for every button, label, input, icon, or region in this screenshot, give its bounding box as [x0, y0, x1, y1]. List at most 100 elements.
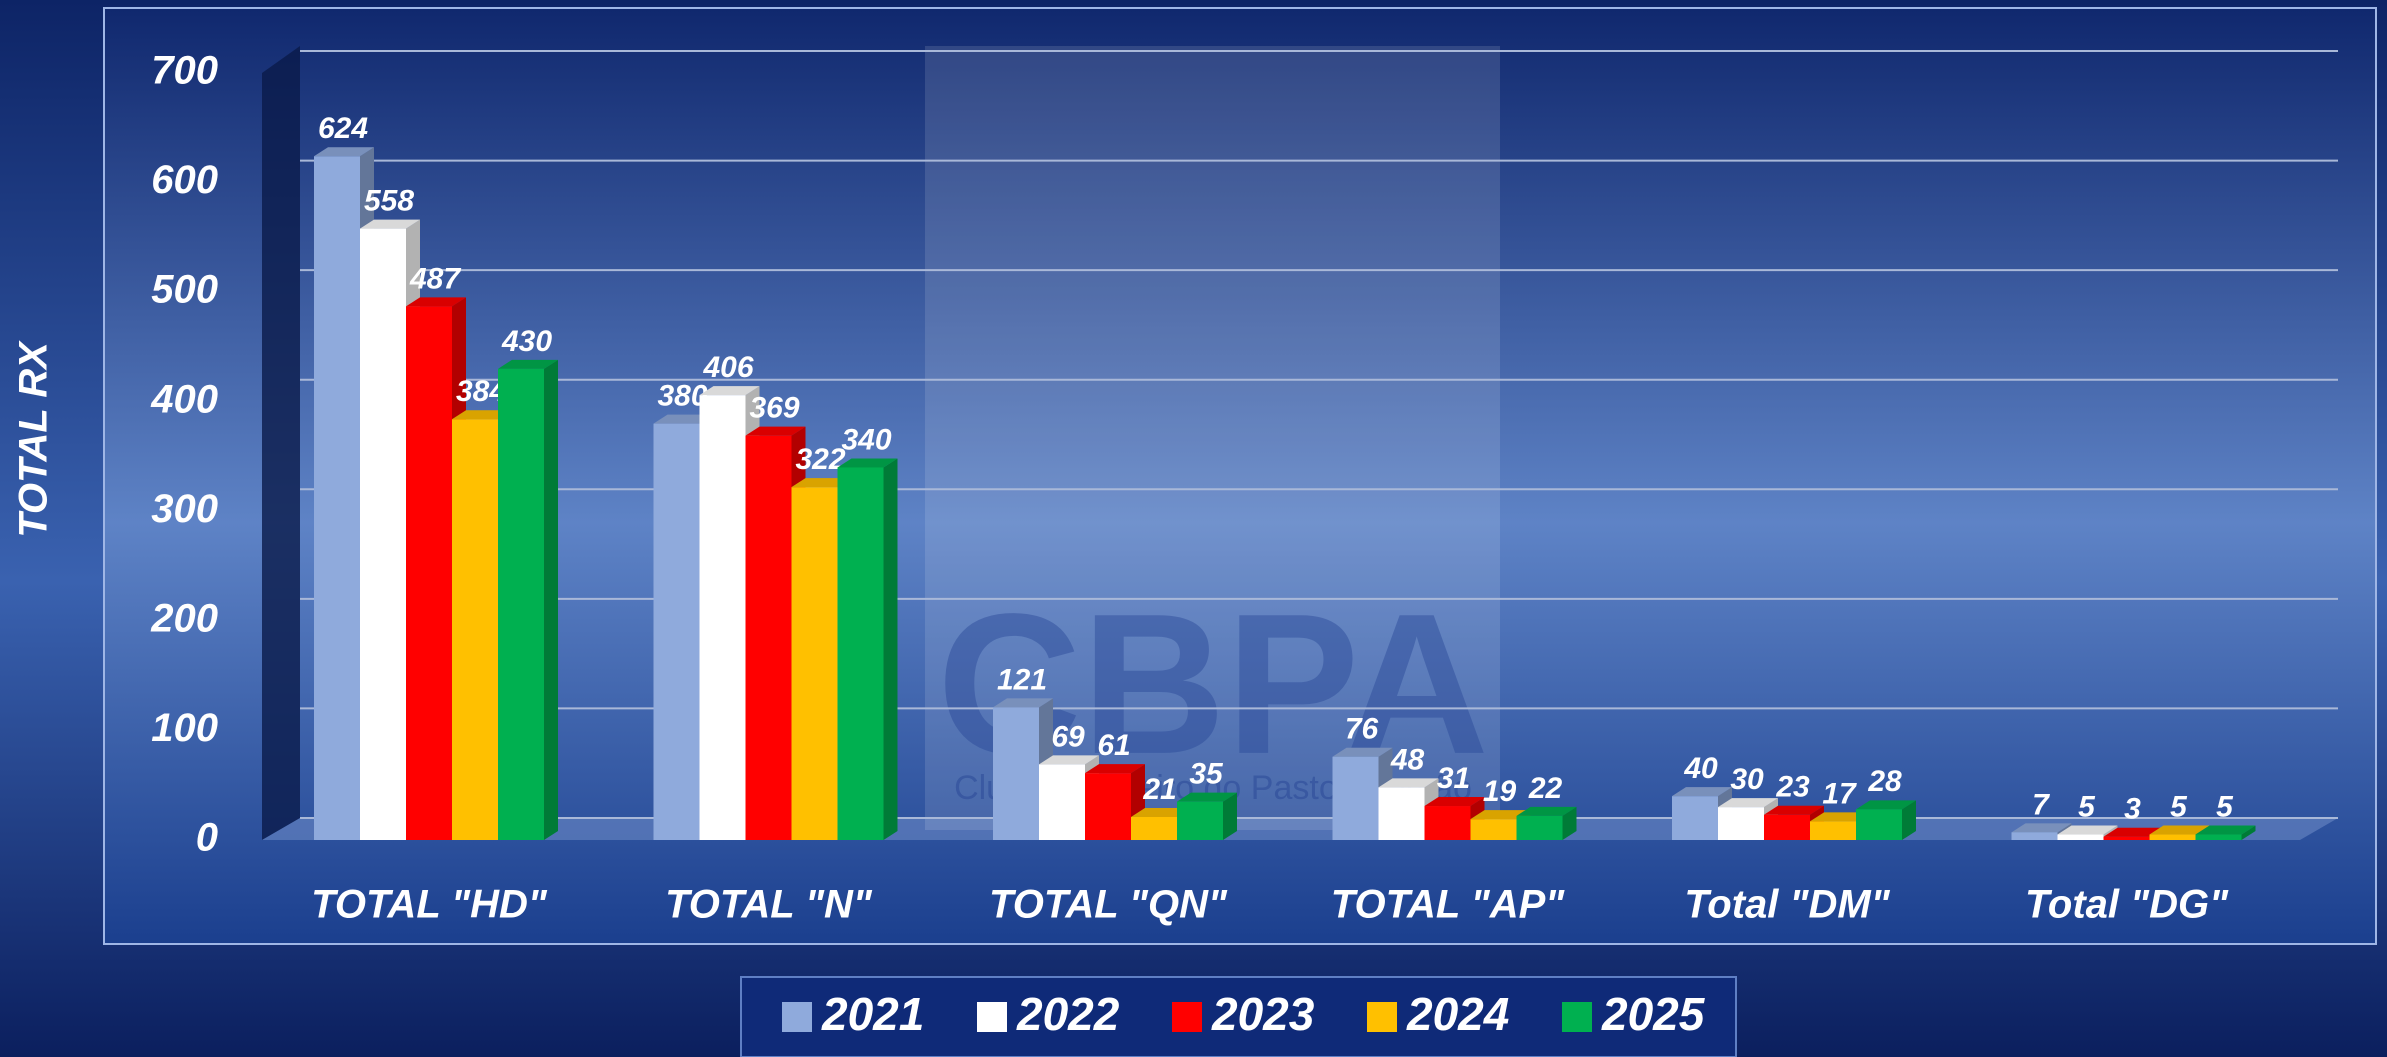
bar-top-shade [360, 219, 420, 229]
legend-label: 2023 [1211, 988, 1315, 1040]
bar [1672, 796, 1718, 840]
legend-swatch [782, 1002, 812, 1032]
bar-top-shade [2103, 827, 2164, 837]
data-label: 322 [795, 443, 845, 476]
data-label: 340 [841, 423, 891, 456]
bar-top [2149, 825, 2210, 835]
data-label: 7 [2032, 788, 2050, 821]
data-label: 384 [456, 375, 506, 408]
data-label: 624 [318, 112, 368, 145]
bar [1516, 815, 1563, 840]
bar [837, 467, 884, 840]
bar [653, 423, 700, 840]
bar-top [993, 698, 1053, 708]
bar [2057, 834, 2104, 840]
bar-top-shade [452, 410, 512, 420]
bar [1177, 801, 1223, 840]
data-label: 48 [1390, 743, 1425, 776]
legend-label: 2022 [1016, 988, 1120, 1040]
bar-top [1516, 806, 1577, 816]
bar [1085, 773, 1131, 840]
legend-label: 2025 [1601, 988, 1706, 1040]
y-tick-label: 300 [151, 487, 218, 531]
bar-top-shade [993, 698, 1053, 708]
bar [1039, 764, 1085, 840]
bar-top [2057, 825, 2118, 835]
bar-top [2011, 823, 2072, 833]
bar-side [544, 359, 558, 840]
legend-swatch [1367, 1002, 1397, 1032]
data-label: 369 [749, 392, 799, 425]
bar-top [699, 386, 760, 396]
bar-top [1378, 778, 1439, 788]
y-tick-label: 0 [196, 816, 218, 860]
data-label: 22 [1528, 772, 1563, 805]
bar-top-shade [1131, 807, 1191, 817]
bar-top-shade [1672, 787, 1732, 797]
bar [993, 707, 1039, 840]
bar-top-shade [1764, 805, 1824, 815]
data-label: 121 [997, 663, 1047, 696]
bar [1332, 756, 1379, 840]
bar-top-shade [653, 414, 714, 424]
data-label: 3 [2124, 793, 2141, 826]
bar-top-shade [2149, 825, 2210, 835]
data-label: 31 [1437, 762, 1470, 795]
data-label: 23 [1775, 771, 1810, 804]
bar-top-shade [1810, 812, 1870, 822]
data-label: 61 [1097, 729, 1130, 762]
bar [406, 306, 452, 840]
bar [2149, 834, 2196, 840]
bar-top-shade [791, 478, 852, 488]
bar-side [1223, 792, 1237, 840]
bar-top-shade [1332, 747, 1393, 757]
bar-top [791, 478, 852, 488]
x-tick-label: TOTAL "QN" [989, 883, 1228, 927]
bar-top [498, 359, 558, 369]
bar-top-shade [498, 359, 558, 369]
bar-top [360, 219, 420, 229]
bar-top [1332, 747, 1393, 757]
data-label: 40 [1683, 752, 1718, 785]
data-label: 558 [364, 185, 414, 218]
bar-side-shade [1902, 800, 1916, 840]
bar-top [1085, 764, 1145, 774]
bar-side-shade [1562, 806, 1577, 840]
bar [498, 368, 544, 840]
x-tick-label: TOTAL "HD" [311, 883, 548, 927]
data-label: 35 [1189, 758, 1224, 791]
y-tick-label: 400 [150, 377, 218, 421]
legend-swatch [1172, 1002, 1202, 1032]
bar [1131, 816, 1177, 840]
bar [1718, 807, 1764, 840]
bar-top-shade [406, 297, 466, 307]
data-label: 28 [1867, 765, 1902, 798]
bar-side [883, 458, 898, 840]
data-label: 380 [657, 380, 707, 413]
bar-top-shade [1516, 806, 1577, 816]
bar-top-shade [699, 386, 760, 396]
bar-side-shade [883, 458, 898, 840]
data-label: 5 [2216, 790, 2234, 823]
legend-label: 2021 [821, 988, 924, 1040]
bar-side-shade [1223, 792, 1237, 840]
bar-top [745, 426, 806, 436]
bar-top [1672, 787, 1732, 797]
y-tick-label: 200 [150, 596, 218, 640]
bar-top-shade [2195, 825, 2256, 835]
legend-swatch [1562, 1002, 1592, 1032]
data-label: 21 [1142, 773, 1176, 806]
bar-top-shade [837, 458, 898, 468]
bar-side-shade [544, 359, 558, 840]
bar-top [1039, 755, 1099, 765]
x-tick-label: TOTAL "N" [665, 883, 873, 927]
bar-top-shade [1177, 792, 1237, 802]
bar-top [1856, 800, 1916, 810]
y-tick-label: 700 [151, 49, 218, 93]
bar-top [653, 414, 714, 424]
side-wall [262, 46, 300, 840]
bar [1764, 814, 1810, 840]
data-label: 487 [409, 262, 461, 295]
